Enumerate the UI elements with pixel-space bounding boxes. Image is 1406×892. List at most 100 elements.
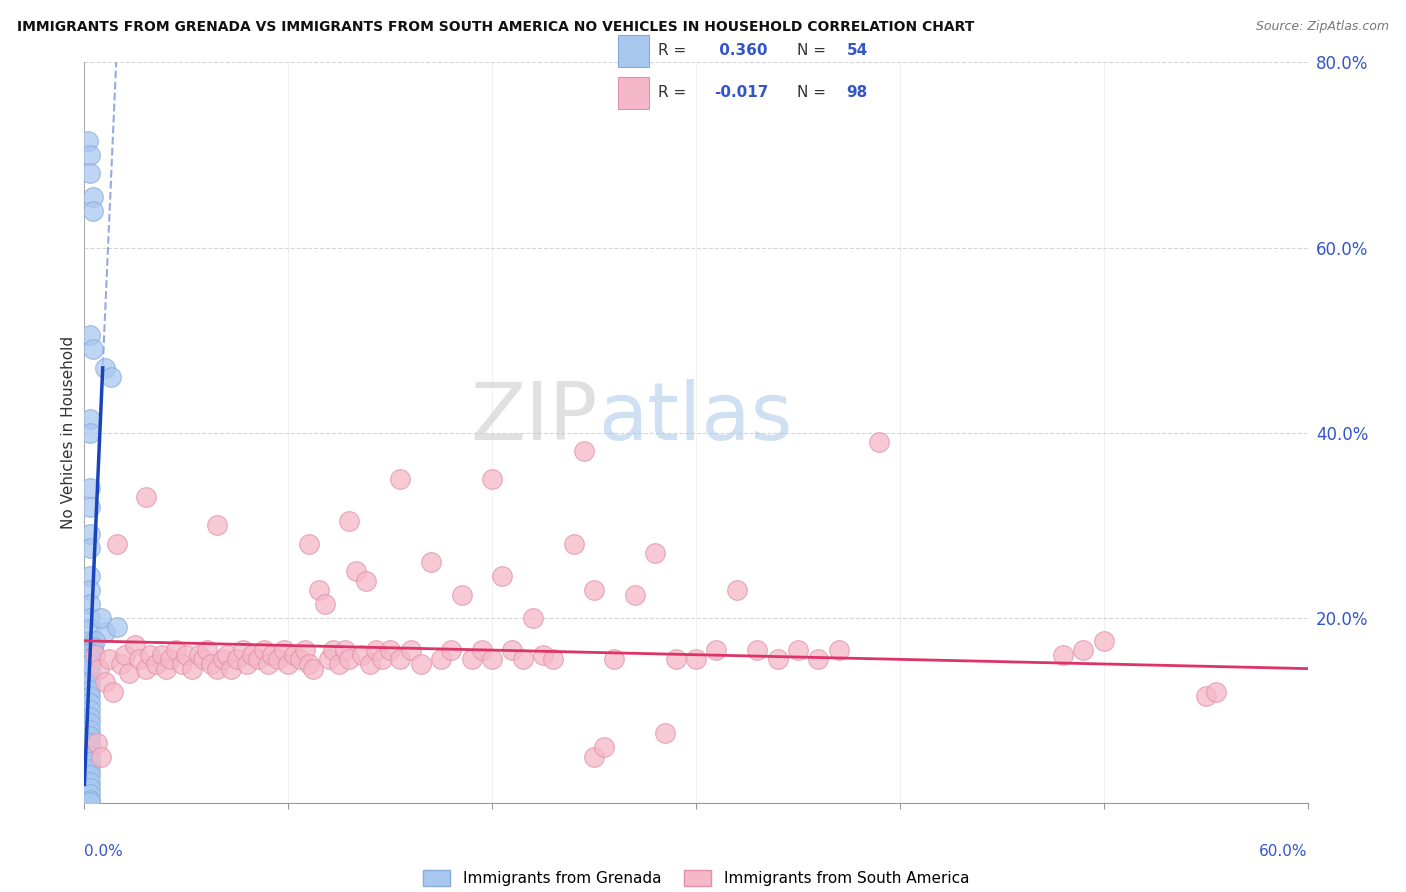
Point [191, 652, 214, 666]
Point [654, 726, 676, 740]
Point [1052, 648, 1074, 662]
Point [97, 652, 120, 666]
Point [93, 675, 115, 690]
Point [440, 643, 463, 657]
Point [277, 657, 299, 671]
Point [77, 134, 100, 148]
Point [87, 662, 110, 676]
Point [118, 666, 141, 681]
Point [79, 582, 101, 597]
Point [79, 690, 101, 704]
Point [82, 203, 104, 218]
Point [79, 742, 101, 756]
Point [294, 643, 316, 657]
Point [354, 574, 377, 588]
Point [1073, 643, 1095, 657]
Point [79, 703, 101, 717]
Point [79, 541, 101, 556]
Point [79, 610, 101, 624]
Text: R =: R = [658, 86, 692, 100]
Point [212, 652, 235, 666]
Point [328, 657, 350, 671]
Point [246, 652, 269, 666]
Point [350, 648, 373, 662]
Point [339, 652, 361, 666]
Point [450, 588, 472, 602]
Point [200, 657, 222, 671]
Point [807, 652, 830, 666]
Text: N =: N = [797, 44, 831, 58]
Y-axis label: No Vehicles in Household: No Vehicles in Household [60, 336, 76, 529]
Point [79, 675, 101, 690]
Point [869, 434, 891, 449]
Point [665, 652, 688, 666]
Point [79, 527, 101, 541]
Point [260, 648, 283, 662]
Point [83, 633, 105, 648]
Point [82, 640, 104, 655]
Point [90, 610, 112, 624]
Point [93, 360, 115, 375]
Text: 98: 98 [846, 86, 868, 100]
Point [624, 588, 647, 602]
Point [79, 682, 101, 697]
Point [593, 740, 616, 755]
Point [236, 657, 259, 671]
Point [1092, 633, 1115, 648]
Legend: Immigrants from Grenada, Immigrants from South America: Immigrants from Grenada, Immigrants from… [415, 863, 977, 892]
Point [828, 643, 851, 657]
Text: -0.017: -0.017 [714, 86, 768, 100]
Point [603, 652, 626, 666]
Point [79, 723, 101, 737]
Point [195, 643, 218, 657]
Point [481, 652, 503, 666]
Point [644, 546, 666, 560]
Point [461, 652, 484, 666]
Point [82, 343, 104, 357]
Point [79, 657, 101, 671]
Point [150, 648, 173, 662]
Point [481, 472, 503, 486]
Point [100, 370, 122, 384]
Point [399, 643, 422, 657]
Text: IMMIGRANTS FROM GRENADA VS IMMIGRANTS FROM SOUTH AMERICA NO VEHICLES IN HOUSEHOL: IMMIGRANTS FROM GRENADA VS IMMIGRANTS FR… [17, 20, 974, 34]
Point [79, 762, 101, 776]
Point [79, 710, 101, 724]
Point [83, 648, 105, 662]
Point [128, 652, 150, 666]
Point [79, 795, 101, 809]
Point [572, 444, 595, 458]
Point [267, 652, 290, 666]
Point [314, 597, 336, 611]
Point [165, 643, 187, 657]
Point [583, 749, 606, 764]
Point [79, 696, 101, 710]
Point [359, 657, 381, 671]
Point [471, 643, 494, 657]
Point [79, 774, 101, 789]
Point [502, 643, 524, 657]
Point [371, 652, 394, 666]
Point [82, 189, 104, 203]
Point [308, 582, 330, 597]
Point [79, 166, 101, 180]
Point [79, 768, 101, 782]
Point [159, 652, 181, 666]
Point [79, 622, 101, 636]
Point [79, 425, 101, 440]
Point [124, 639, 146, 653]
Point [389, 472, 412, 486]
Point [135, 491, 157, 505]
Point [205, 518, 228, 533]
Point [174, 648, 197, 662]
Point [257, 657, 280, 671]
Point [725, 582, 748, 597]
Point [318, 652, 340, 666]
Point [217, 648, 239, 662]
Text: atlas: atlas [598, 379, 793, 457]
Point [79, 597, 101, 611]
Point [79, 793, 101, 807]
Point [706, 643, 728, 657]
Point [155, 662, 177, 676]
Point [339, 514, 361, 528]
